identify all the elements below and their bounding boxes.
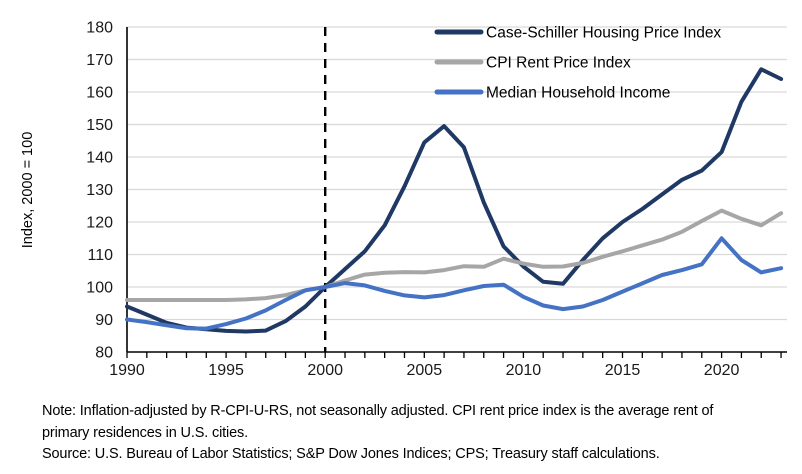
legend-label: CPI Rent Price Index — [486, 55, 631, 72]
y-tick-label: 80 — [95, 345, 113, 362]
gridlines-layer — [127, 26, 787, 321]
y-tick-label: 110 — [87, 247, 113, 264]
legend-label: Case-Schiller Housing Price Index — [486, 25, 721, 42]
series-line-case-schiller-housing-price-index — [125, 67, 784, 334]
legend-item: Case-Schiller Housing Price Index — [434, 25, 721, 42]
y-tick-label: 180 — [86, 20, 113, 37]
y-tick-label: 140 — [86, 150, 113, 167]
chart-footnotes: Note: Inflation-adjusted by R-CPI-U-RS, … — [0, 398, 754, 466]
y-axis-title: Index, 2000 = 100 — [20, 132, 36, 249]
legend: Case-Schiller Housing Price Index CPI Ren… — [434, 25, 721, 102]
x-tick-label: 2020 — [704, 362, 740, 379]
y-tick-label: 120 — [86, 215, 113, 232]
x-tick-label: 1995 — [208, 362, 244, 379]
note-text: Note: Inflation-adjusted by R-CPI-U-RS, … — [42, 403, 714, 441]
line-chart: 80 90 100 110 120 130 140 150 160 170 180 1990 1995 2… — [20, 20, 787, 379]
series-layer — [125, 67, 784, 334]
y-tick-label: 100 — [86, 280, 113, 297]
legend-item: CPI Rent Price Index — [434, 55, 631, 72]
x-tick-label: 1990 — [109, 362, 145, 379]
legend-item: Median Household Income — [434, 85, 670, 102]
x-tick-label: 2005 — [407, 362, 443, 379]
y-tick-label: 150 — [86, 117, 113, 134]
series-line-median-household-income — [125, 236, 784, 331]
axes-layer: 80 90 100 110 120 130 140 150 160 170 180 1990 1995 2… — [86, 20, 787, 379]
x-tick-label: 2000 — [307, 362, 343, 379]
source-text: Source: U.S. Bureau of Labor Statistics;… — [42, 446, 660, 462]
x-tick-label: 2010 — [506, 362, 542, 379]
y-tick-label: 170 — [86, 52, 113, 69]
y-tick-label: 90 — [95, 312, 113, 329]
x-tick-label: 2015 — [605, 362, 641, 379]
y-tick-label: 160 — [86, 85, 113, 102]
legend-label: Median Household Income — [486, 85, 670, 102]
series-line-cpi-rent-price-index — [125, 208, 784, 302]
y-tick-label: 130 — [86, 182, 113, 199]
